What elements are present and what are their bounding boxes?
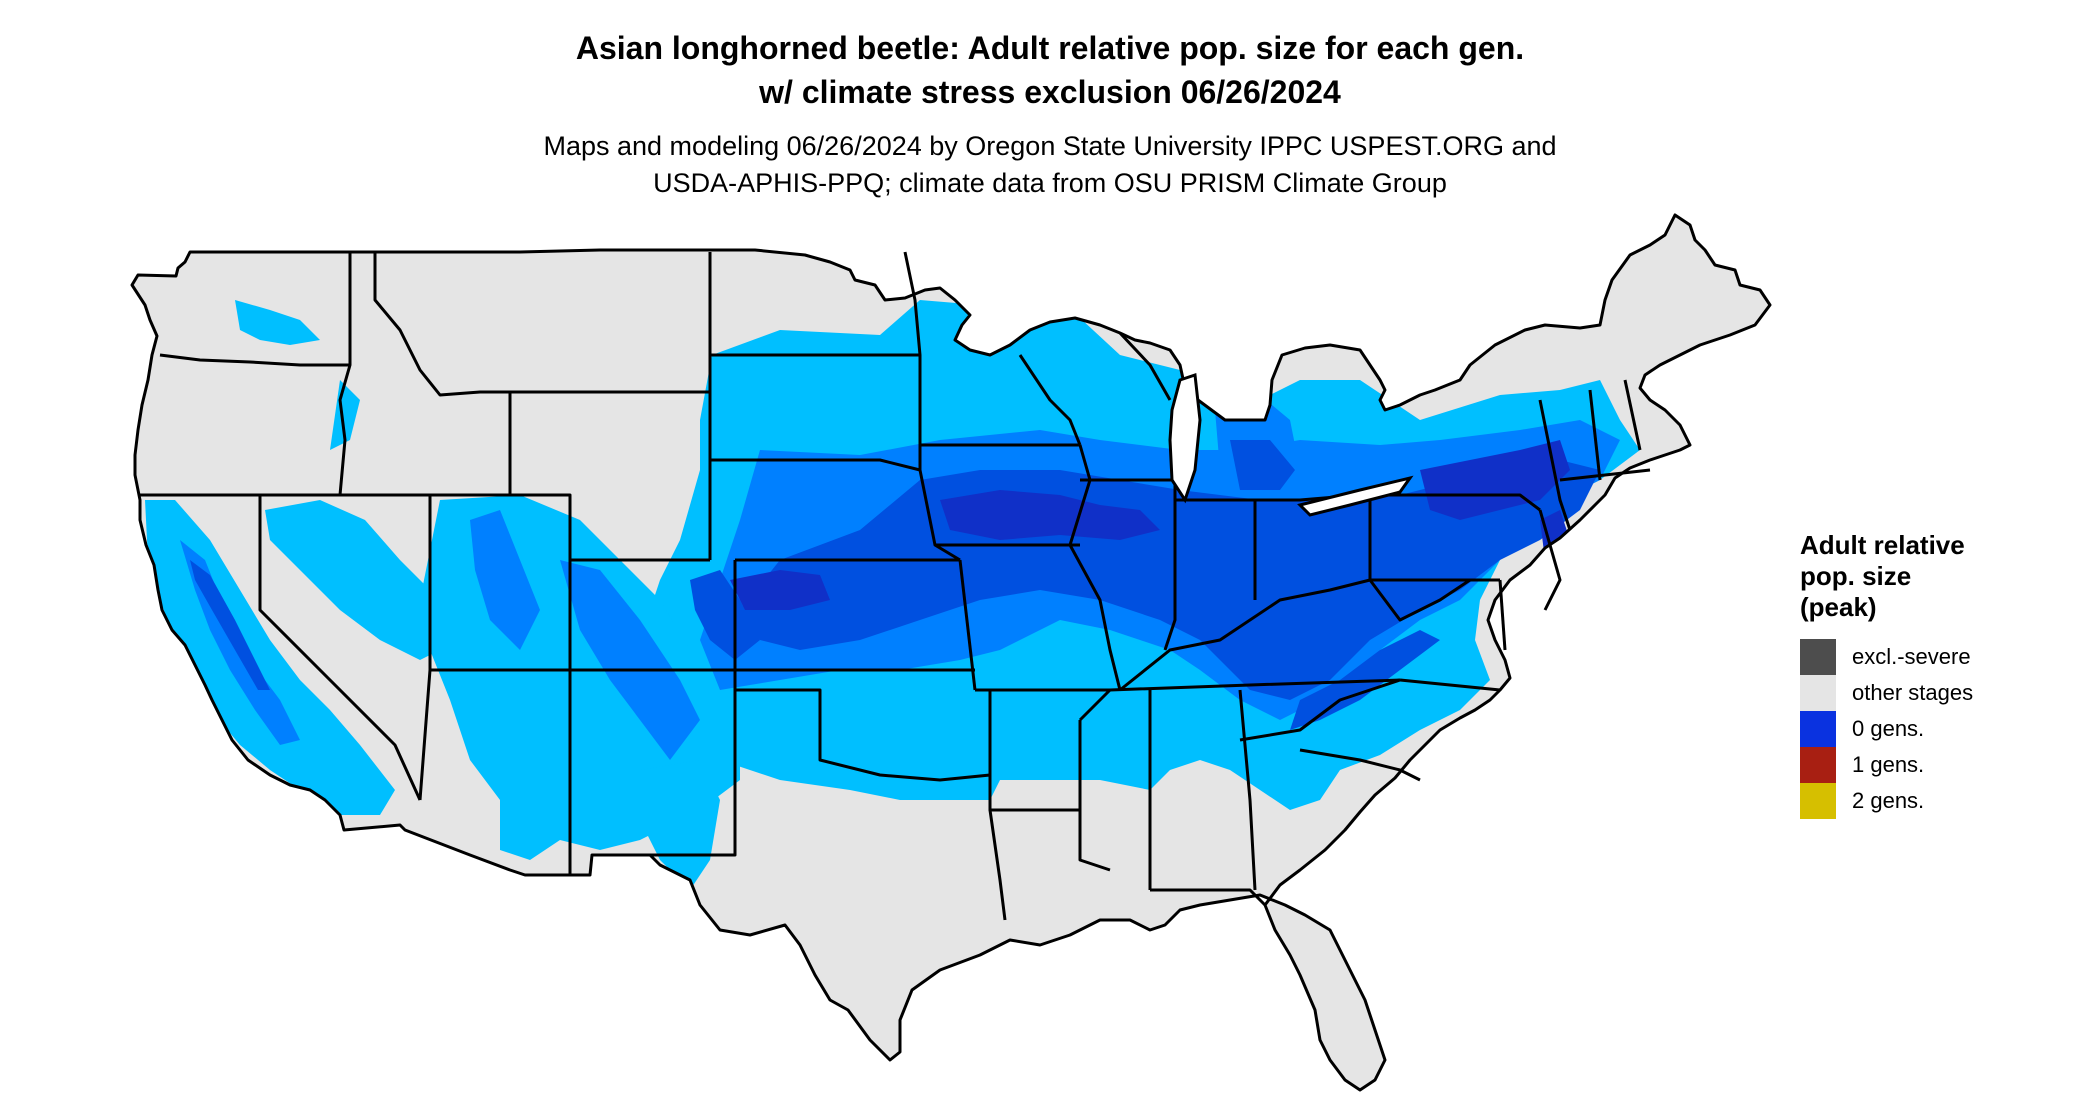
- legend-title-line1: Adult relative: [1800, 530, 1965, 560]
- zone-light-blue-idaho: [330, 380, 360, 450]
- legend-items: excl.-severe other stages 0 gens. 1 gens. 2 …: [1800, 639, 2080, 819]
- border-ok-tx: [735, 688, 991, 782]
- zone-light-blue-new-mexico: [640, 760, 720, 890]
- border-va-nc: [1399, 678, 1501, 692]
- border-nc-sc: [1299, 748, 1421, 782]
- border-ms-ar: [1078, 688, 1112, 722]
- zone-deep-blue-midwest: [940, 490, 1160, 540]
- legend-item: other stages: [1800, 675, 2080, 711]
- border-id-west: [338, 252, 352, 496]
- map-subtitle-line1: Maps and modeling 06/26/2024 by Oregon S…: [543, 131, 1557, 161]
- zone-deep-blue-kansas: [730, 570, 830, 610]
- border-tn-nc: [1239, 678, 1401, 742]
- border-ma-south: [1559, 468, 1651, 482]
- zone-dark-blue-colorado: [690, 570, 760, 660]
- border-ms-al: [1078, 720, 1111, 872]
- legend-label: 2 gens.: [1852, 788, 1925, 813]
- legend-title-line2: pop. size: [1800, 561, 1912, 591]
- border-id-mt: [373, 252, 510, 397]
- border-de-md: [1498, 579, 1507, 651]
- border-ca-nv: [258, 495, 422, 801]
- border-vt-nh: [1588, 389, 1602, 481]
- border-wy-ut-co: [510, 493, 710, 562]
- border-ks-mo: [958, 559, 977, 691]
- legend-label: 1 gens.: [1852, 752, 1925, 777]
- zone-medium-blue-rockies: [560, 560, 700, 760]
- map-subtitle-line2: USDA-APHIS-PPQ; climate data from OSU PR…: [653, 168, 1447, 198]
- zone-light-blue-washington: [235, 300, 320, 345]
- legend-swatch: [1800, 747, 1836, 783]
- legend: Adult relative pop. size (peak) excl.-se…: [1800, 530, 2080, 819]
- border-pa-ny: [1370, 493, 1541, 512]
- map-title: Asian longhorned beetle: Adult relative …: [0, 26, 2100, 114]
- legend-swatch: [1800, 639, 1836, 675]
- border-mi-wi: [1118, 331, 1172, 401]
- state-borders: [130, 213, 1772, 1092]
- border-mn-wi: [1018, 354, 1082, 446]
- lake-michigan: [1168, 372, 1202, 504]
- legend-item: excl.-severe: [1800, 639, 2080, 675]
- zone-light-blue-great-basin: [265, 500, 460, 660]
- border-il-mo: [1068, 544, 1122, 691]
- border-nh-me: [1623, 379, 1642, 451]
- lake-erie: [1297, 475, 1414, 517]
- border-ga-east: [1238, 689, 1257, 891]
- zone-dark-blue-michigan: [1230, 440, 1295, 490]
- map-title-line1: Asian longhorned beetle: Adult relative …: [575, 30, 1525, 66]
- border-ne-mo: [918, 469, 961, 562]
- border-il-in: [1163, 480, 1177, 651]
- border-nj: [1538, 509, 1562, 611]
- map-subtitle: Maps and modeling 06/26/2024 by Oregon S…: [0, 128, 2100, 202]
- border-nm-tx: [650, 670, 737, 857]
- map-title-line2: w/ climate stress exclusion 06/26/2024: [759, 74, 1341, 110]
- legend-item: 0 gens.: [1800, 711, 2080, 747]
- legend-title: Adult relative pop. size (peak): [1800, 530, 2080, 623]
- border-wa-or: [159, 353, 350, 367]
- border-ny-ne: [1538, 399, 1572, 531]
- great-lakes: [1168, 372, 1414, 517]
- zone-dark-blue-sierra: [190, 560, 270, 690]
- us-outline: [130, 213, 1772, 1092]
- legend-item: 2 gens.: [1800, 783, 2080, 819]
- legend-label: other stages: [1852, 680, 1974, 705]
- border-dakotas-mn: [903, 251, 922, 470]
- legend-item: 1 gens.: [1800, 747, 2080, 783]
- zone-deep-blue-northeast: [1420, 440, 1570, 520]
- legend-label: 0 gens.: [1852, 716, 1925, 741]
- legend-swatch: [1800, 675, 1836, 711]
- border-ky-tn: [1109, 678, 1401, 692]
- border-sd-ne: [710, 458, 921, 472]
- legend-label: excl.-severe: [1852, 644, 1971, 669]
- legend-swatch: [1800, 711, 1836, 747]
- border-ky-north: [1119, 578, 1371, 692]
- zone-medium-blue-utah: [470, 510, 540, 650]
- legend-title-line3: (peak): [1800, 592, 1877, 622]
- border-ga-fl: [1150, 888, 1267, 907]
- border-tx-la: [988, 809, 1007, 921]
- border-wv-va: [1368, 578, 1471, 622]
- legend-swatch: [1800, 783, 1836, 819]
